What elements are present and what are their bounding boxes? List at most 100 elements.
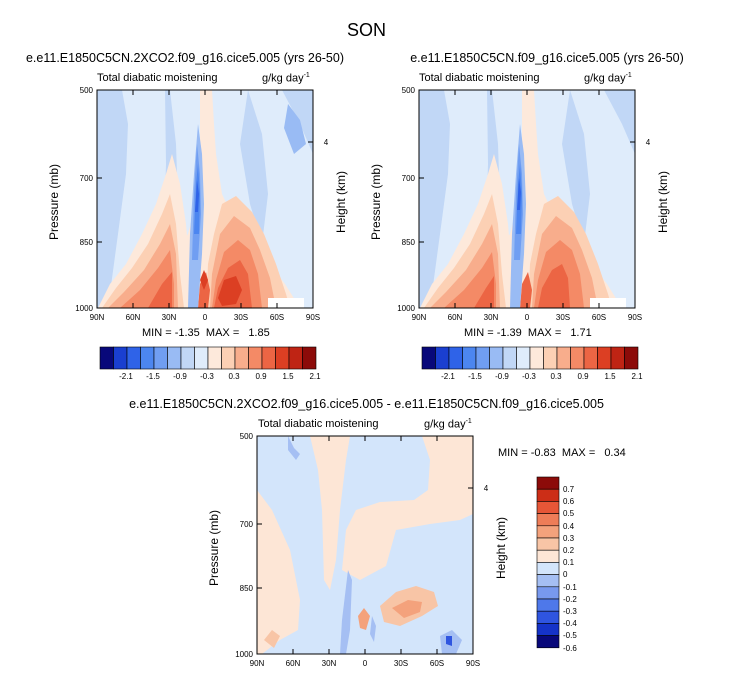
colorbar-label: -0.2	[563, 595, 577, 604]
x-tick-label: 90N	[250, 659, 265, 668]
x-tick-label: 30S	[556, 313, 570, 322]
panel-1-colorbar: -2.1 -1.5 -0.9 -0.3 0.3 0.9 1.5 2.1	[99, 346, 321, 381]
contour-pos	[392, 600, 422, 618]
colorbar-cell	[475, 346, 490, 370]
y-tick-label: 1000	[75, 304, 93, 313]
colorbar-label: -0.6	[563, 644, 577, 653]
colorbar-cell	[113, 346, 128, 370]
colorbar-cell	[248, 346, 263, 370]
colorbar-cell	[536, 537, 560, 551]
colorbar-cell	[597, 346, 612, 370]
colorbar-label: 0.9	[577, 372, 589, 381]
colorbar-cell	[536, 562, 560, 575]
colorbar-cell	[99, 346, 114, 370]
panel-3-colorbar: 0.7 0.6 0.5 0.4 0.3 0.2 0.1 0 -0.1 -0.2 …	[536, 476, 577, 653]
colorbar-cells	[536, 476, 560, 649]
colorbar-cell	[462, 346, 477, 370]
y-axis-label: Pressure (mb)	[47, 164, 61, 240]
colorbar-cells	[99, 346, 317, 370]
colorbar-label: 1.5	[282, 372, 294, 381]
x-tick-label: 90N	[90, 313, 105, 322]
contour-pos	[218, 276, 242, 306]
colorbar-cell	[543, 346, 558, 370]
x-tick-label: 30S	[234, 313, 248, 322]
y-tick-label: 850	[80, 238, 94, 247]
colorbar-label: -0.3	[522, 372, 536, 381]
contour-pos	[148, 272, 172, 308]
colorbar-cell	[234, 346, 249, 370]
colorbar-label: -0.3	[563, 607, 577, 616]
colorbar-cell	[570, 346, 585, 370]
colorbar-cell	[536, 501, 560, 514]
colorbar-cell	[536, 488, 560, 502]
contour-neg	[446, 636, 452, 646]
colorbar-cell	[421, 346, 436, 370]
y2-axis-label: Height (km)	[494, 517, 508, 579]
colorbar-label: 0.3	[228, 372, 240, 381]
colorbar-label: -0.9	[173, 372, 187, 381]
colorbar-label: 0.3	[563, 534, 575, 543]
colorbar-cell	[536, 598, 560, 612]
contour-pos	[358, 608, 370, 630]
contour-pos	[257, 436, 473, 590]
colorbar-cell	[153, 346, 168, 370]
contour-neg	[284, 104, 306, 154]
colorbar-label: -0.9	[495, 372, 509, 381]
panel-3-x-ticks	[256, 435, 474, 655]
colorbar-cell	[536, 623, 560, 636]
y-tick-label: 700	[80, 174, 94, 183]
y-tick-label: 850	[240, 584, 254, 593]
colorbar-cell	[207, 346, 222, 370]
colorbar-cell	[448, 346, 463, 370]
colorbar-cell	[624, 346, 639, 370]
colorbar-label: -2.1	[441, 372, 455, 381]
contour-neg	[195, 180, 199, 212]
missing-data	[590, 298, 626, 308]
colorbar-cell	[536, 549, 560, 563]
colorbar-cell	[489, 346, 504, 370]
x-tick-label: 0	[363, 659, 368, 668]
colorbar-label: 0.4	[563, 522, 575, 531]
x-tick-label: 60S	[270, 313, 284, 322]
colorbar-cells	[421, 346, 639, 370]
x-tick-label: 90S	[306, 313, 320, 322]
colorbar-cell	[140, 346, 155, 370]
contour-pos	[520, 272, 532, 308]
contour-pos	[264, 630, 280, 648]
x-tick-label: 30N	[162, 313, 177, 322]
panel-1-chart: 90N 60N 30N 0 30S 60S 90S 500 700 850 10…	[47, 86, 348, 322]
colorbar-cell	[302, 346, 317, 370]
panel-2-contours	[419, 90, 635, 308]
x-tick-label: 60S	[592, 313, 606, 322]
colorbar-label: 0.5	[563, 509, 575, 518]
contour-neg	[370, 616, 376, 642]
x-tick-label: 60N	[126, 313, 141, 322]
panel-2-chart: 90N 60N 30N 0 30S 60S 90S 500 700 850 10…	[369, 86, 670, 322]
y-tick-label: 850	[402, 238, 416, 247]
colorbar-label: 0.1	[563, 558, 575, 567]
panel-2-variable-label: Total diabatic moistening	[419, 72, 540, 84]
y2-axis-label: Height (km)	[334, 171, 348, 233]
contour-pos	[474, 276, 494, 308]
colorbar-cell	[516, 346, 531, 370]
colorbar-cell	[536, 476, 560, 490]
x-tick-label: 90N	[412, 313, 427, 322]
x-tick-label: 0	[525, 313, 530, 322]
panel-1-contours	[97, 90, 313, 308]
y-tick-label: 1000	[235, 650, 253, 659]
colorbar-label: -0.3	[200, 372, 214, 381]
missing-data	[268, 298, 304, 308]
colorbar-label: 1.5	[604, 372, 616, 381]
panel-2-stats: MIN = -1.39 MAX = 1.71	[464, 327, 592, 339]
colorbar-label: 2.1	[309, 372, 321, 381]
y-tick-label: 700	[240, 520, 254, 529]
colorbar-cell	[529, 346, 544, 370]
colorbar-cell	[221, 346, 236, 370]
colorbar-cell	[180, 346, 195, 370]
y2-axis-label: Height (km)	[656, 171, 670, 233]
colorbar-cell	[610, 346, 625, 370]
y2-tick-label: 4	[484, 484, 489, 493]
colorbar-cell	[126, 346, 141, 370]
y-tick-label: 500	[240, 432, 254, 441]
panel-3-stats: MIN = -0.83 MAX = 0.34	[498, 447, 626, 459]
